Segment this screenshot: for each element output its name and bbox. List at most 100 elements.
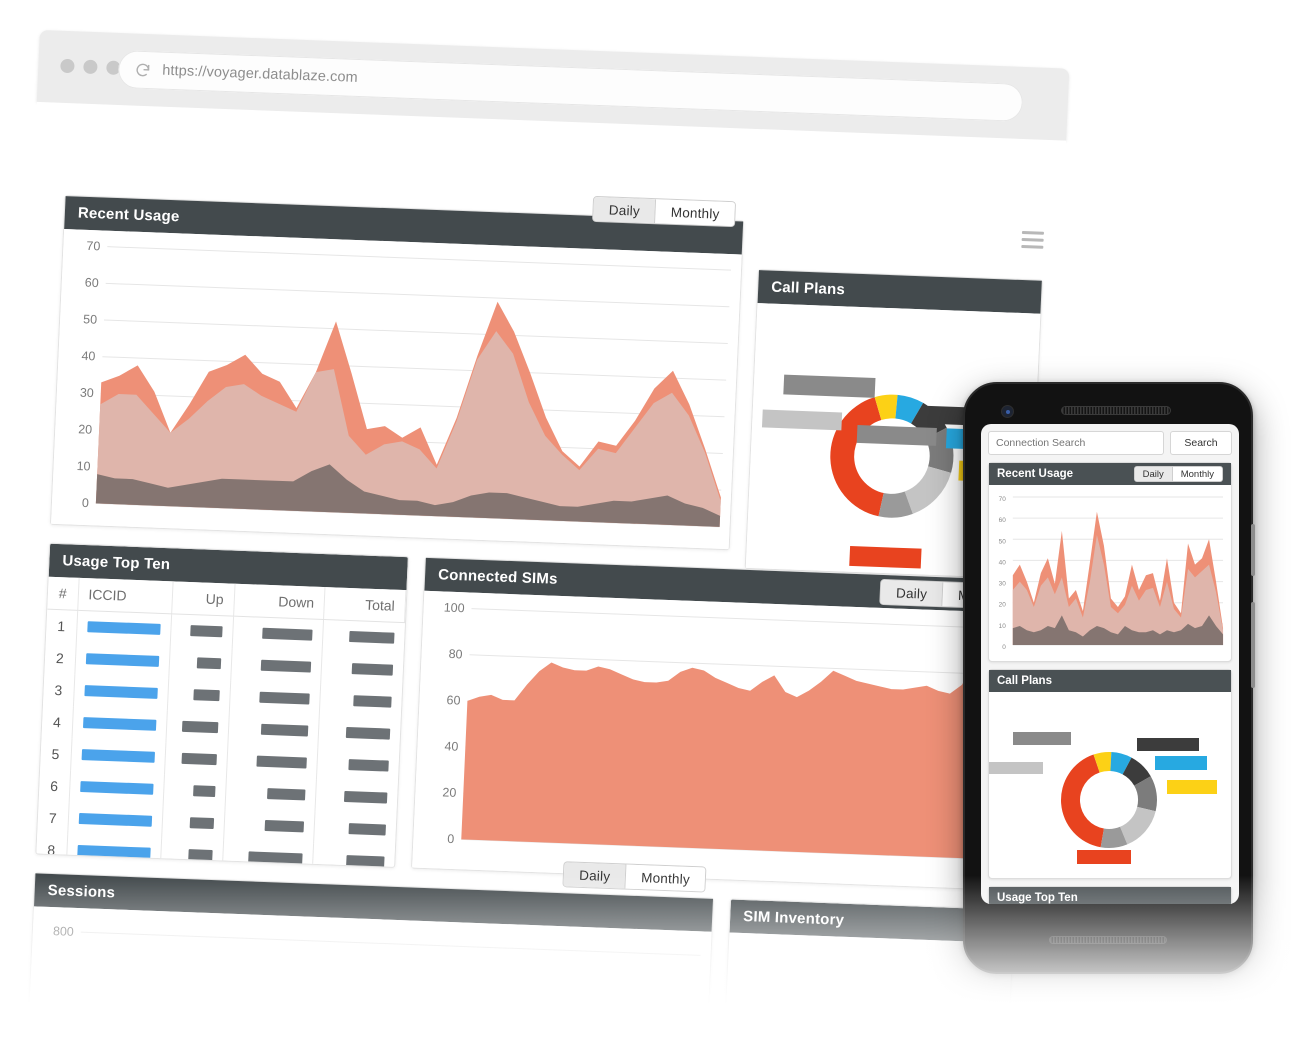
row-total-redacted (318, 715, 400, 750)
volume-button[interactable] (1251, 602, 1255, 688)
svg-text:0: 0 (1002, 644, 1006, 651)
panel-title: Connected SIMs (437, 566, 558, 588)
panel-title: Usage Top Ten (62, 552, 171, 574)
toggle-daily[interactable]: Daily (593, 196, 656, 224)
front-camera-icon (1001, 405, 1014, 418)
row-iccid-redacted (67, 802, 163, 838)
row-total-redacted (313, 843, 395, 868)
sim-inventory-red-marker (942, 1018, 970, 1042)
col-up: Up (171, 581, 235, 617)
phone-mockup: Search Recent Usage Daily Monthly 0 10 20 3… (963, 382, 1255, 974)
row-total-redacted (321, 652, 403, 687)
svg-text:30: 30 (80, 386, 95, 401)
col-rank: # (47, 576, 79, 611)
row-iccid-redacted (74, 642, 170, 678)
toggle-monthly[interactable]: Monthly (1171, 467, 1222, 481)
panel-title: Recent Usage (997, 468, 1074, 480)
row-rank: 7 (37, 800, 69, 835)
row-down-redacted (231, 616, 324, 652)
sessions-range-toggle[interactable]: Daily Monthly (562, 861, 707, 893)
svg-text:80: 80 (448, 647, 463, 662)
svg-text:60: 60 (446, 693, 461, 708)
row-rank: 4 (41, 705, 73, 739)
panel-connected-sims: Connected SIMs Daily Monthly 0 20 40 60 80 10… (411, 556, 1035, 892)
recent-usage-range-toggle[interactable]: Daily Monthly (592, 195, 737, 228)
toggle-monthly[interactable]: Monthly (654, 199, 736, 227)
row-total-redacted (314, 811, 396, 846)
svg-text:0: 0 (447, 832, 455, 846)
svg-text:20: 20 (999, 602, 1007, 609)
row-total-redacted (317, 747, 399, 782)
phone-range-toggle[interactable]: Daily Monthly (1133, 466, 1223, 482)
svg-text:50: 50 (83, 312, 98, 327)
row-total-redacted (315, 779, 397, 814)
browser-viewport: Recent Usage Daily Monthly 0 10 20 30 40 50 60… (0, 101, 1067, 1055)
phone-call-plans-donut-chart (989, 692, 1231, 878)
row-up-redacted (161, 805, 225, 840)
toggle-daily[interactable]: Daily (1134, 467, 1172, 481)
svg-text:40: 40 (444, 739, 459, 754)
url-bar[interactable]: https://voyager.datablaze.com (117, 49, 1024, 122)
sessions-chart: 800 (24, 906, 711, 1055)
panel-recent-usage: Recent Usage Daily Monthly 0 10 20 30 40 50 60… (49, 195, 745, 551)
close-dot[interactable] (60, 58, 75, 74)
phone-panel-recent-usage: Recent Usage Daily Monthly 0 10 20 30 40 50 60… (988, 462, 1232, 662)
hamburger-menu-icon[interactable] (1021, 230, 1045, 253)
url-text: https://voyager.datablaze.com (161, 62, 359, 86)
row-rank: 3 (42, 673, 75, 707)
svg-text:10: 10 (76, 459, 91, 474)
svg-text:40: 40 (81, 349, 96, 364)
row-iccid-redacted (70, 738, 166, 774)
svg-text:10: 10 (999, 623, 1007, 630)
browser-window: https://voyager.datablaze.com Recent Usa… (0, 30, 1070, 1055)
row-rank: 8 (35, 832, 68, 867)
row-iccid-redacted (68, 770, 165, 806)
phone-search-button[interactable]: Search (1170, 431, 1232, 455)
panel-usage-top-ten: Usage Top Ten # ICCID Up Down Total (35, 542, 409, 868)
connected-sims-chart: 0 20 40 60 80 100 (412, 591, 1032, 891)
phone-recent-usage-chart-area: 0 10 20 30 40 50 60 70 (989, 485, 1231, 661)
row-up-redacted (162, 773, 227, 808)
panel-title: Call Plans (770, 278, 846, 299)
svg-text:20: 20 (78, 422, 93, 437)
minimize-dot[interactable] (83, 59, 98, 75)
toggle-daily[interactable]: Daily (880, 579, 943, 607)
row-up-redacted (167, 677, 231, 713)
svg-text:60: 60 (999, 517, 1007, 524)
row-iccid-redacted (75, 610, 172, 646)
row-iccid-redacted (72, 674, 169, 710)
col-down: Down (233, 583, 326, 620)
svg-text:40: 40 (999, 559, 1007, 566)
phone-recent-usage-chart: 0 10 20 30 40 50 60 70 (991, 489, 1227, 659)
connection-search-input[interactable] (988, 431, 1164, 455)
window-controls[interactable] (60, 58, 121, 76)
row-rank: 6 (38, 769, 71, 803)
row-rank: 2 (44, 641, 76, 675)
phone-panel-call-plans: Call Plans (988, 669, 1232, 879)
row-rank: 5 (40, 737, 72, 771)
reload-icon[interactable] (134, 61, 152, 79)
toggle-monthly[interactable]: Monthly (624, 864, 706, 892)
row-rank: 1 (45, 609, 78, 643)
panel-title: Recent Usage (77, 204, 180, 226)
row-total-redacted (320, 683, 402, 718)
row-iccid-redacted (65, 834, 162, 868)
row-iccid-redacted (71, 706, 168, 742)
phone-panel-call-plans-header: Call Plans (989, 670, 1231, 692)
svg-text:100: 100 (443, 601, 464, 616)
svg-text:0: 0 (82, 496, 90, 510)
phone-search-row: Search (988, 431, 1232, 455)
row-down-redacted (226, 744, 319, 780)
svg-text:800: 800 (53, 924, 74, 939)
panel-title: Usage Top Ten (997, 892, 1078, 904)
toggle-daily[interactable]: Daily (563, 862, 626, 889)
phone-screen: Search Recent Usage Daily Monthly 0 10 20 3… (981, 424, 1239, 904)
recent-usage-chart-area: 0 10 20 30 40 50 60 70 (51, 229, 742, 550)
power-button[interactable] (1251, 524, 1255, 576)
row-down-redacted (229, 680, 322, 716)
phone-panel-recent-usage-header: Recent Usage Daily Monthly (989, 463, 1231, 485)
